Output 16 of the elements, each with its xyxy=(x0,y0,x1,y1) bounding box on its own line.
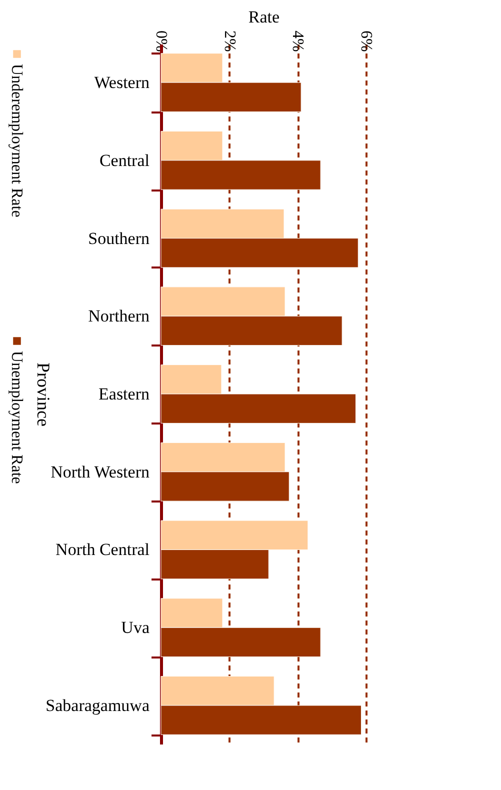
y-tick-label: Southern xyxy=(88,228,150,248)
y-tick-label: North Western xyxy=(50,462,150,482)
y-tick-label: Eastern xyxy=(98,384,150,404)
y-tick-label: Central xyxy=(99,150,150,170)
x-axis-title: Rate xyxy=(248,8,280,26)
y-tick-label: Sabaragamuwa xyxy=(46,696,150,715)
legend-label: Unemployment Rate xyxy=(8,351,25,484)
x-tick-label: 6% xyxy=(358,30,374,52)
y-tick-label: Uva xyxy=(121,618,150,638)
y-tick-label: Northern xyxy=(88,306,150,326)
legend-label: Underemployment Rate xyxy=(8,64,25,218)
y-tick-label: Western xyxy=(94,73,150,92)
x-tick-label: 2% xyxy=(220,30,238,52)
y-tick-label: North Central xyxy=(56,540,150,560)
x-tick-label: 4% xyxy=(289,30,306,52)
y-axis-title: Province xyxy=(34,362,54,427)
